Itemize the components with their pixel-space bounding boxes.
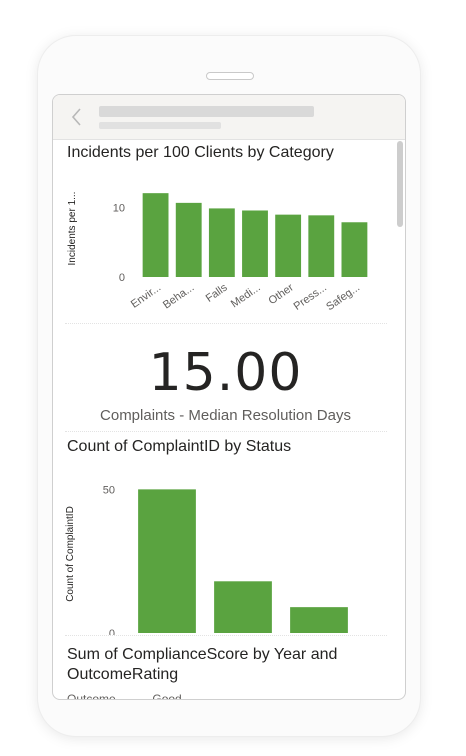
complaints-bar	[214, 581, 272, 633]
incidents-x-tick-label: Medi...	[229, 282, 263, 311]
incidents-bar	[275, 214, 302, 277]
kpi-value: 15.00	[148, 343, 303, 403]
complaints-bar	[138, 489, 196, 633]
compliance-chart-title-line1: Sum of ComplianceScore by Year and	[67, 646, 338, 663]
incidents-bar	[242, 210, 268, 277]
incidents-bar	[308, 215, 335, 277]
report-header	[53, 95, 405, 140]
incidents-bar	[142, 193, 169, 277]
incidents-x-tick-label: Safeg...	[324, 282, 362, 314]
incidents-y-tick-label: 0	[119, 272, 125, 284]
incidents-bar	[175, 202, 202, 277]
complaints-chart-title: Count of ComplaintID by Status	[67, 438, 292, 455]
chevron-left-icon[interactable]	[67, 105, 87, 129]
scrollbar[interactable]	[397, 141, 403, 697]
complaints-y-tick-label: 50	[103, 484, 115, 496]
incidents-x-tick-label: Falls	[204, 281, 230, 304]
complaints-bar	[290, 607, 348, 633]
incidents-bar	[341, 222, 368, 277]
complaints-chart: 050ClosedOpenIn ReviewStatusCount of Com…	[65, 484, 348, 635]
incidents-x-tick-label: Press...	[292, 282, 329, 313]
complaints-y-tick-label: 0	[109, 628, 115, 635]
incidents-y-tick-label: 10	[113, 203, 125, 215]
scrollbar-thumb[interactable]	[397, 141, 403, 227]
visual-divider	[65, 635, 387, 636]
visual-divider	[65, 323, 387, 324]
complaints-y-axis-label: Count of ComplaintID	[65, 506, 76, 602]
incidents-y-axis-label: Incidents per 1...	[67, 192, 78, 266]
compliance-legend-partial: Outcome... Good	[67, 692, 182, 700]
phone-frame: Incidents per 100 Clients by Category 0 1…	[38, 36, 420, 736]
incidents-chart-title: Incidents per 100 Clients by Category	[67, 144, 334, 161]
visual-divider	[65, 431, 387, 432]
report-title-placeholder	[99, 106, 314, 117]
kpi-label: Complaints - Median Resolution Days	[100, 407, 351, 424]
report-subtitle-placeholder	[99, 122, 221, 129]
incidents-x-tick-label: Envir...	[129, 282, 163, 311]
incidents-x-tick-label: Beha...	[161, 282, 196, 312]
report-screen: Incidents per 100 Clients by Category 0 1…	[52, 94, 406, 700]
incidents-bar	[208, 208, 235, 277]
phone-speaker	[206, 72, 254, 80]
compliance-chart-title-line2: OutcomeRating	[67, 666, 179, 683]
